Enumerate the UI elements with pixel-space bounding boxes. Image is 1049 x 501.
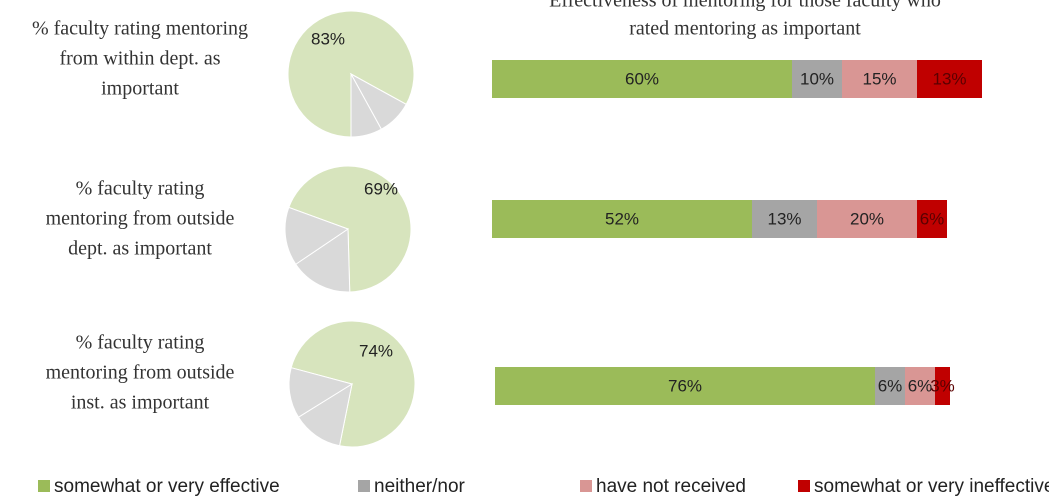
pie-slice [284,206,350,265]
bar-title: rated mentoring as important [629,18,861,40]
bar-label: 6% [920,209,945,228]
bar-label: 15% [862,69,896,88]
bar-title: Effectiveness of mentoring for those fac… [549,0,941,12]
bar-label: 10% [800,69,834,88]
bar-segment [752,200,817,238]
pie-title: % faculty rating [76,332,205,354]
bar-segment [935,367,950,405]
legend-swatch [580,480,592,492]
pie-slice [288,367,354,418]
pie-title: important [101,78,179,100]
bar-segment [817,200,917,238]
pie-title: inst. as important [71,392,210,414]
bar-label: 60% [625,69,659,88]
legend-swatch [358,480,370,492]
legend-label: somewhat or very effective [54,476,280,497]
pie-title: % faculty rating [76,178,205,200]
pie-slice [290,320,416,448]
bar-label: 6% [908,376,933,395]
pie-slice [350,73,383,138]
bar-segment [492,200,752,238]
bar-label: 76% [668,376,702,395]
pie-title: from within dept. as [59,48,220,70]
legend-label: neither/nor [374,476,466,497]
pie-slice [288,165,412,293]
bar-label: 13% [767,209,801,228]
bar-label: 52% [605,209,639,228]
bar-segment [917,60,982,98]
legend-label: have not received [596,476,746,497]
legend-swatch [798,480,810,492]
bar-label: 20% [850,209,884,228]
pie-title: dept. as important [68,238,212,260]
bar-segment [842,60,917,98]
bar-segment [917,200,947,238]
pie-label: 69% [364,179,398,198]
legend-swatch [38,480,50,492]
pie-slice [295,228,351,293]
bar-segment [875,367,905,405]
legend-label: somewhat or very ineffective [814,476,1049,497]
pie-title: % faculty rating mentoring [32,18,248,40]
pie-title: mentoring from outside [46,208,235,230]
bar-segment [905,367,935,405]
pie-title: mentoring from outside [46,362,235,384]
pie-label: 83% [311,29,345,48]
bar-segment [492,60,792,98]
bar-label: 6% [878,376,903,395]
bar-label: 3% [930,376,955,395]
pie-label: 74% [359,341,393,360]
bar-segment [495,367,875,405]
bar-label: 13% [932,69,966,88]
bar-segment [792,60,842,98]
